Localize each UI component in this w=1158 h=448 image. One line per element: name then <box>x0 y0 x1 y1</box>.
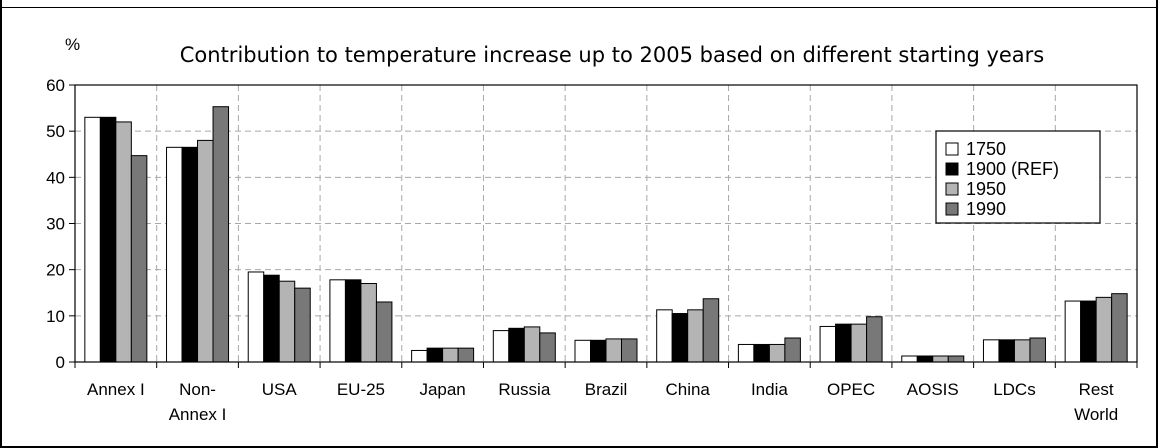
bar <box>212 106 230 363</box>
bar <box>166 146 183 363</box>
bar <box>130 155 148 363</box>
bar <box>197 139 214 363</box>
x-tick-label: Brazil <box>585 380 628 399</box>
x-tick-label: Annex I <box>87 380 145 399</box>
axes <box>69 84 1138 368</box>
bar <box>737 343 755 363</box>
bar <box>278 280 296 363</box>
bar <box>375 301 393 363</box>
legend-label: 1900 (REF) <box>966 159 1059 179</box>
top-border <box>0 0 1158 8</box>
x-tick-label: AOSIS <box>907 380 959 399</box>
bar <box>656 309 673 363</box>
legend-swatch <box>945 142 959 156</box>
bar <box>411 349 428 363</box>
bar <box>1013 339 1031 363</box>
bar <box>947 355 965 363</box>
bar <box>426 347 444 363</box>
bar <box>753 343 770 363</box>
bar <box>687 309 704 363</box>
y-tick-label: 60 <box>46 76 65 95</box>
x-tick-label: Japan <box>419 380 465 399</box>
bar <box>671 313 689 363</box>
legend-label: 1950 <box>966 179 1006 199</box>
x-tick-label: Non-Annex I <box>169 380 227 424</box>
legend-swatch <box>945 182 959 196</box>
bar <box>916 355 934 363</box>
x-tick-label: Rest World <box>1074 380 1118 424</box>
bar <box>99 116 117 363</box>
bar <box>621 338 638 363</box>
legend-box <box>935 130 1101 224</box>
bars <box>84 106 1128 363</box>
bar <box>344 279 362 363</box>
x-tick-label: LDCs <box>993 380 1036 399</box>
bar <box>360 283 377 363</box>
y-axis-unit-label: % <box>65 35 80 54</box>
legend-swatch <box>945 202 959 216</box>
bar <box>1064 300 1082 363</box>
legend-label: 1750 <box>966 139 1006 159</box>
bar <box>1029 337 1046 363</box>
bar <box>84 116 101 363</box>
bar <box>329 279 346 363</box>
bar <box>523 326 541 363</box>
bar <box>702 298 720 363</box>
plot-border <box>74 84 1138 363</box>
x-tick-label: Russia <box>498 380 551 399</box>
bar <box>866 316 883 363</box>
y-tick-label: 10 <box>46 307 65 326</box>
bar <box>982 339 1000 363</box>
bar <box>457 347 475 363</box>
bar <box>819 325 837 363</box>
x-tick-labels: Annex I Non-Annex I USA EU-25 Japan Russia Bra… <box>87 380 1118 424</box>
bar <box>605 338 622 363</box>
y-tick-labels: 0 10 20 30 40 50 60 <box>46 76 65 372</box>
bar <box>1080 300 1097 363</box>
x-tick-label: China <box>665 380 710 399</box>
bar <box>590 339 607 363</box>
bar <box>181 146 199 363</box>
bar <box>835 323 852 363</box>
x-tick-label: OPEC <box>827 380 875 399</box>
bar <box>768 343 786 363</box>
y-tick-label: 20 <box>46 261 65 280</box>
bar <box>1111 293 1128 363</box>
bar <box>263 274 280 363</box>
y-tick-label: 30 <box>46 215 65 234</box>
bar <box>998 339 1015 363</box>
x-tick-label: USA <box>262 380 298 399</box>
bar <box>850 323 868 363</box>
bar <box>932 355 949 363</box>
bar <box>539 332 556 363</box>
legend-swatch <box>945 162 959 176</box>
bar <box>442 347 459 363</box>
bar <box>115 121 132 363</box>
bar <box>294 287 311 363</box>
bar <box>574 339 591 363</box>
bar <box>1095 296 1113 363</box>
chart-title: Contribution to temperature increase up … <box>180 43 1045 67</box>
y-tick-label: 0 <box>56 353 65 372</box>
bar <box>784 337 801 363</box>
y-tick-label: 50 <box>46 122 65 141</box>
legend-label: 1990 <box>966 199 1006 219</box>
bar <box>508 327 525 363</box>
x-tick-label: EU-25 <box>337 380 385 399</box>
bar <box>247 271 265 363</box>
bar <box>492 330 510 363</box>
bar <box>901 355 918 363</box>
y-tick-label: 40 <box>46 168 65 187</box>
x-tick-label: India <box>751 380 788 399</box>
